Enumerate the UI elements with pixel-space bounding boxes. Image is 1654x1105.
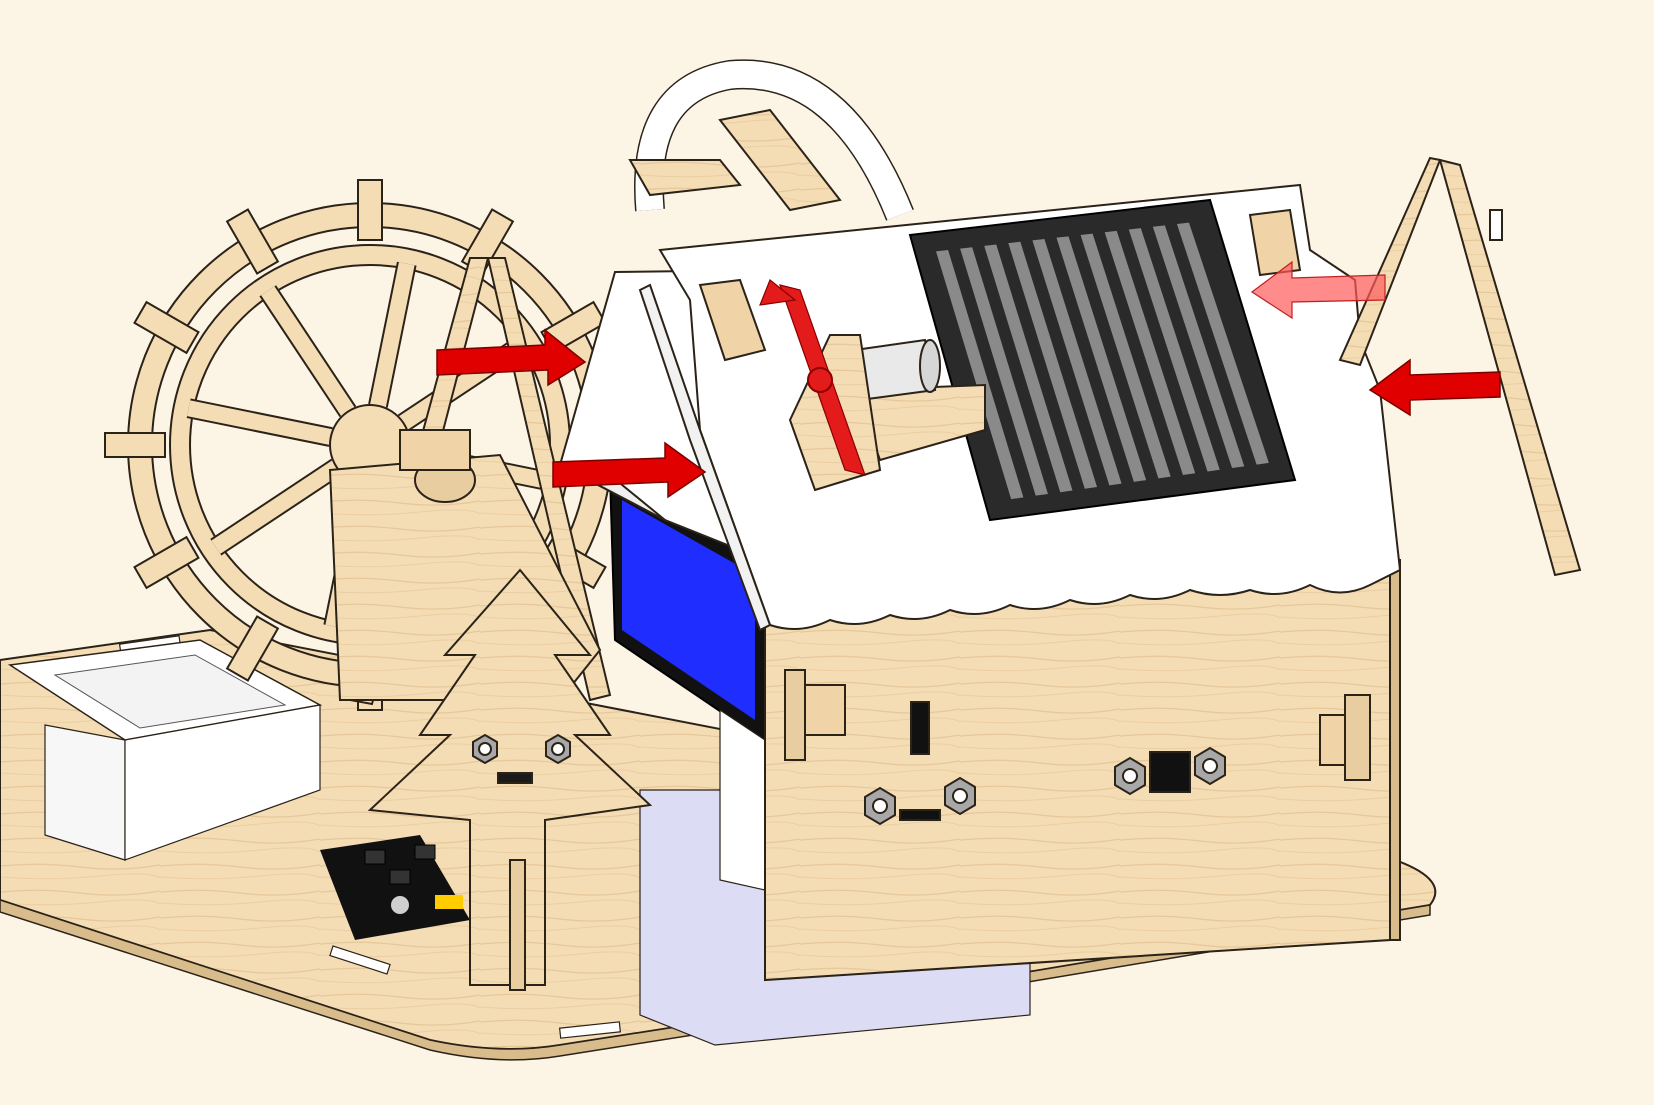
tree-nut-left: [472, 733, 498, 765]
lcd-display: [608, 473, 772, 891]
wheel-spoke: [261, 286, 355, 417]
wheel-paddle: [357, 179, 383, 241]
wall-nut-4: [1194, 746, 1226, 786]
wheel-spoke: [211, 460, 342, 554]
solar-cell-strip: [1032, 239, 1122, 486]
fan-motor-assembly: [698, 208, 1302, 492]
solar-panel: [908, 198, 1297, 522]
wheel-paddle: [104, 432, 166, 458]
assembly-arrows: [436, 260, 1501, 499]
christmas-tree-panel: [367, 568, 653, 991]
solar-cell-strip: [1152, 225, 1245, 469]
pipe-holder: [628, 108, 842, 212]
arrow-lcd-slot: [552, 441, 707, 499]
arrow-roof-right: [1368, 358, 1501, 417]
sensor-module: [320, 835, 470, 940]
solar-cell-strip: [960, 247, 1048, 496]
wheel-paddle: [133, 535, 200, 590]
wheel-paddle: [225, 615, 280, 682]
arrow-wheel-slot: [436, 328, 587, 387]
water-tray: [7, 639, 323, 861]
solar-cell-strip: [1128, 228, 1220, 472]
wheel-spoke: [187, 400, 333, 445]
solar-cell-strip: [1104, 230, 1196, 475]
wall-nut-3: [1114, 756, 1146, 796]
arrow-roof-top-right: [1250, 260, 1386, 320]
tree-nut-right: [545, 733, 571, 765]
solar-cell-strip: [936, 249, 1024, 500]
solar-cell-strip: [984, 244, 1073, 493]
solar-cell-strip: [1008, 241, 1098, 489]
wheel-paddle: [133, 300, 200, 355]
right-frame-leg: [1338, 156, 1582, 577]
wheel-paddle: [225, 208, 280, 275]
wall-nut-1: [864, 786, 896, 826]
wall-nut-2: [944, 776, 976, 816]
solar-cell-strip: [1056, 236, 1147, 482]
wheel-spoke: [370, 262, 415, 408]
solar-cell-strip: [1080, 233, 1171, 479]
solar-cell-strip: [1176, 222, 1269, 465]
water-pipe: [634, 59, 914, 221]
